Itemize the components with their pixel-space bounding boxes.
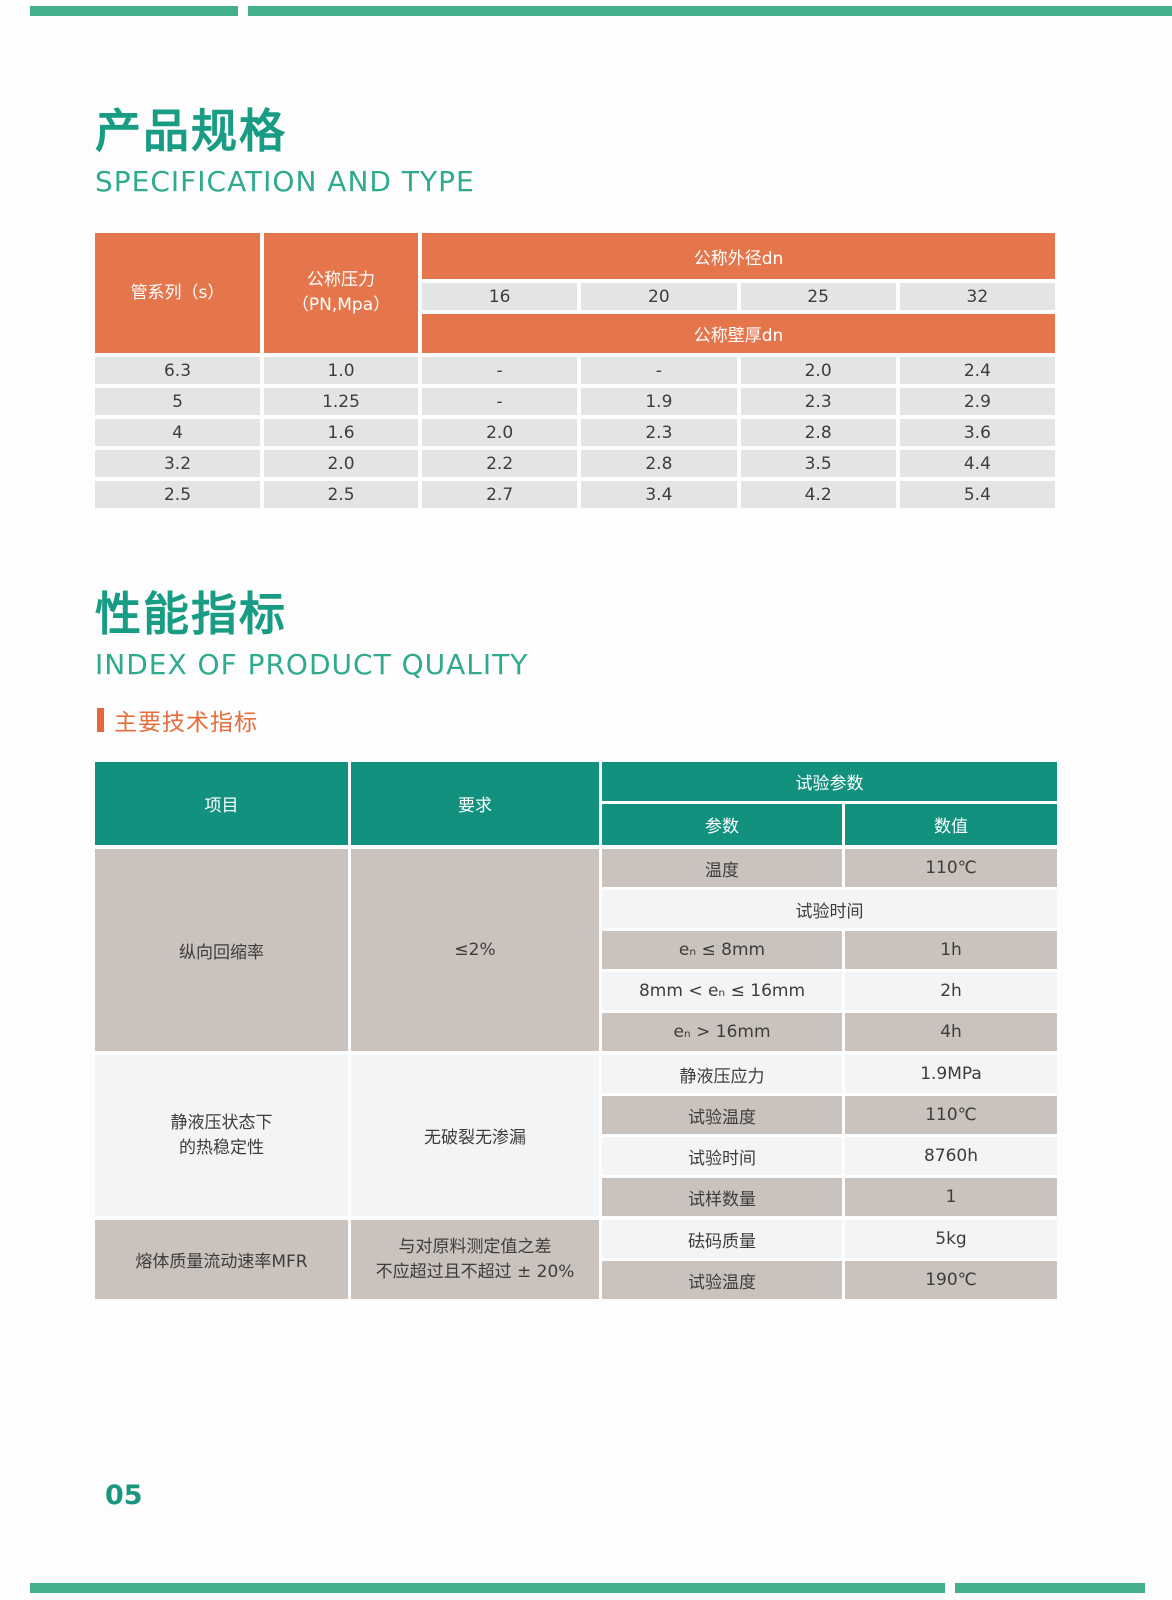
table-row: 5 1.25 - 1.9 2.3 2.9 [95, 388, 1055, 415]
spec-cell: 3.2 [95, 450, 260, 477]
spec-cell: - [422, 388, 578, 415]
bottom-bar-left [30, 1583, 945, 1593]
param-cell: 8mm < eₙ ≤ 16mm [602, 972, 842, 1010]
spec-header-dn25: 25 [740, 283, 896, 310]
spec-cell: 2.0 [264, 450, 418, 477]
quality-header-requirement: 要求 [351, 762, 599, 845]
table-row: 3.2 2.0 2.2 2.8 3.5 4.4 [95, 450, 1055, 477]
section1-subtitle: SPECIFICATION AND TYPE [95, 165, 475, 198]
param-cell: 温度 [602, 849, 842, 887]
top-bar-left [30, 6, 238, 16]
quality-table-header: 项目 要求 试验参数 参数 数值 [95, 762, 1057, 845]
spec-cell: 1.0 [264, 357, 418, 384]
param-cell: eₙ > 16mm [602, 1013, 842, 1051]
section1-title: 产品规格 [95, 104, 287, 158]
bottom-bar-right [955, 1583, 1145, 1593]
value-cell: 5kg [845, 1220, 1057, 1258]
spec-cell: 2.3 [581, 419, 737, 446]
spec-cell: 1.25 [264, 388, 418, 415]
spec-cell: 6.3 [95, 357, 260, 384]
spec-cell: 2.4 [899, 357, 1055, 384]
spec-cell: 4 [95, 419, 260, 446]
table-row: 6.3 1.0 - - 2.0 2.4 [95, 357, 1055, 384]
value-cell: 1h [845, 931, 1057, 969]
group-item-label: 纵向回缩率 [95, 849, 348, 1051]
spec-cell: 3.4 [581, 481, 737, 508]
param-cell: 试验时间 [602, 1137, 842, 1175]
value-cell: 190℃ [845, 1261, 1057, 1299]
spec-cell: 2.5 [264, 481, 418, 508]
value-cell: 1 [845, 1178, 1057, 1216]
quality-table: 项目 要求 试验参数 参数 数值 纵向回缩率 ≤2% 温度 110℃ 试验时间 … [95, 762, 1057, 1299]
spec-cell: 3.5 [740, 450, 896, 477]
value-cell: 8760h [845, 1137, 1057, 1175]
section2-subtitle: INDEX OF PRODUCT QUALITY [95, 648, 529, 681]
value-cell: 2h [845, 972, 1057, 1010]
group-item-label: 静液压状态下 的热稳定性 [95, 1055, 348, 1216]
spec-header-dn32: 32 [899, 283, 1055, 310]
param-cell: eₙ ≤ 8mm [602, 931, 842, 969]
quality-header-item: 项目 [95, 762, 348, 845]
group-requirement: 无破裂无渗漏 [351, 1055, 599, 1216]
spec-header-series: 管系列（s） [95, 233, 260, 353]
table-row: 2.5 2.5 2.7 3.4 4.2 5.4 [95, 481, 1055, 508]
subheading-bar [97, 708, 104, 732]
value-cell: 110℃ [845, 1096, 1057, 1134]
table-row: 4 1.6 2.0 2.3 2.8 3.6 [95, 419, 1055, 446]
spec-header-dn16: 16 [422, 283, 578, 310]
spec-cell: 1.9 [581, 388, 737, 415]
spec-header-dn20: 20 [581, 283, 737, 310]
spec-cell: 2.0 [422, 419, 578, 446]
spec-cell: - [422, 357, 578, 384]
param-cell: 试样数量 [602, 1178, 842, 1216]
spec-cell: 2.5 [95, 481, 260, 508]
spec-cell: 2.9 [899, 388, 1055, 415]
param-cell: 试验温度 [602, 1096, 842, 1134]
quality-header-test-params: 试验参数 [602, 762, 1057, 801]
param-cell: 试验时间 [602, 890, 1057, 928]
spec-cell: 3.6 [899, 419, 1055, 446]
quality-group-mfr: 熔体质量流动速率MFR 与对原料测定值之差 不应超过且不超过 ± 20% 砝码质… [95, 1220, 1057, 1299]
value-cell: 4h [845, 1013, 1057, 1051]
spec-header-pressure: 公称压力 （PN,Mpa） [264, 233, 418, 353]
spec-cell: 4.4 [899, 450, 1055, 477]
spec-table: 管系列（s） 公称压力 （PN,Mpa） 公称外径dn 16 20 25 32 … [95, 233, 1055, 508]
param-cell: 试验温度 [602, 1261, 842, 1299]
top-bar-right [248, 6, 1172, 16]
spec-cell: 2.2 [422, 450, 578, 477]
spec-cell: 4.2 [740, 481, 896, 508]
section2-subheading: 主要技术指标 [114, 710, 258, 736]
spec-cell: 2.7 [422, 481, 578, 508]
param-cell: 静液压应力 [602, 1055, 842, 1093]
group-item-label: 熔体质量流动速率MFR [95, 1220, 348, 1299]
value-cell: 1.9MPa [845, 1055, 1057, 1093]
group-requirement: ≤2% [351, 849, 599, 1051]
quality-header-param: 参数 [602, 804, 842, 845]
spec-cell: - [581, 357, 737, 384]
spec-cell: 2.8 [581, 450, 737, 477]
spec-header-diameter-values: 16 20 25 32 [422, 283, 1055, 310]
spec-cell: 2.0 [740, 357, 896, 384]
quality-group-shrinkage: 纵向回缩率 ≤2% 温度 110℃ 试验时间 eₙ ≤ 8mm 1h 8mm <… [95, 849, 1057, 1051]
page-number: 05 [105, 1480, 143, 1511]
spec-cell: 2.8 [740, 419, 896, 446]
spec-table-header: 管系列（s） 公称压力 （PN,Mpa） 公称外径dn 16 20 25 32 … [95, 233, 1055, 353]
spec-cell: 5 [95, 388, 260, 415]
quality-group-hydrostatic: 静液压状态下 的热稳定性 无破裂无渗漏 静液压应力 1.9MPa 试验温度 11… [95, 1055, 1057, 1216]
spec-header-wall-thickness: 公称壁厚dn [422, 314, 1055, 353]
section2-title: 性能指标 [95, 587, 287, 641]
spec-header-outer-diameter: 公称外径dn [422, 233, 1055, 279]
group-requirement: 与对原料测定值之差 不应超过且不超过 ± 20% [351, 1220, 599, 1299]
quality-header-value: 数值 [845, 804, 1057, 845]
spec-cell: 1.6 [264, 419, 418, 446]
param-cell: 砝码质量 [602, 1220, 842, 1258]
value-cell: 110℃ [845, 849, 1057, 887]
spec-cell: 5.4 [899, 481, 1055, 508]
spec-cell: 2.3 [740, 388, 896, 415]
